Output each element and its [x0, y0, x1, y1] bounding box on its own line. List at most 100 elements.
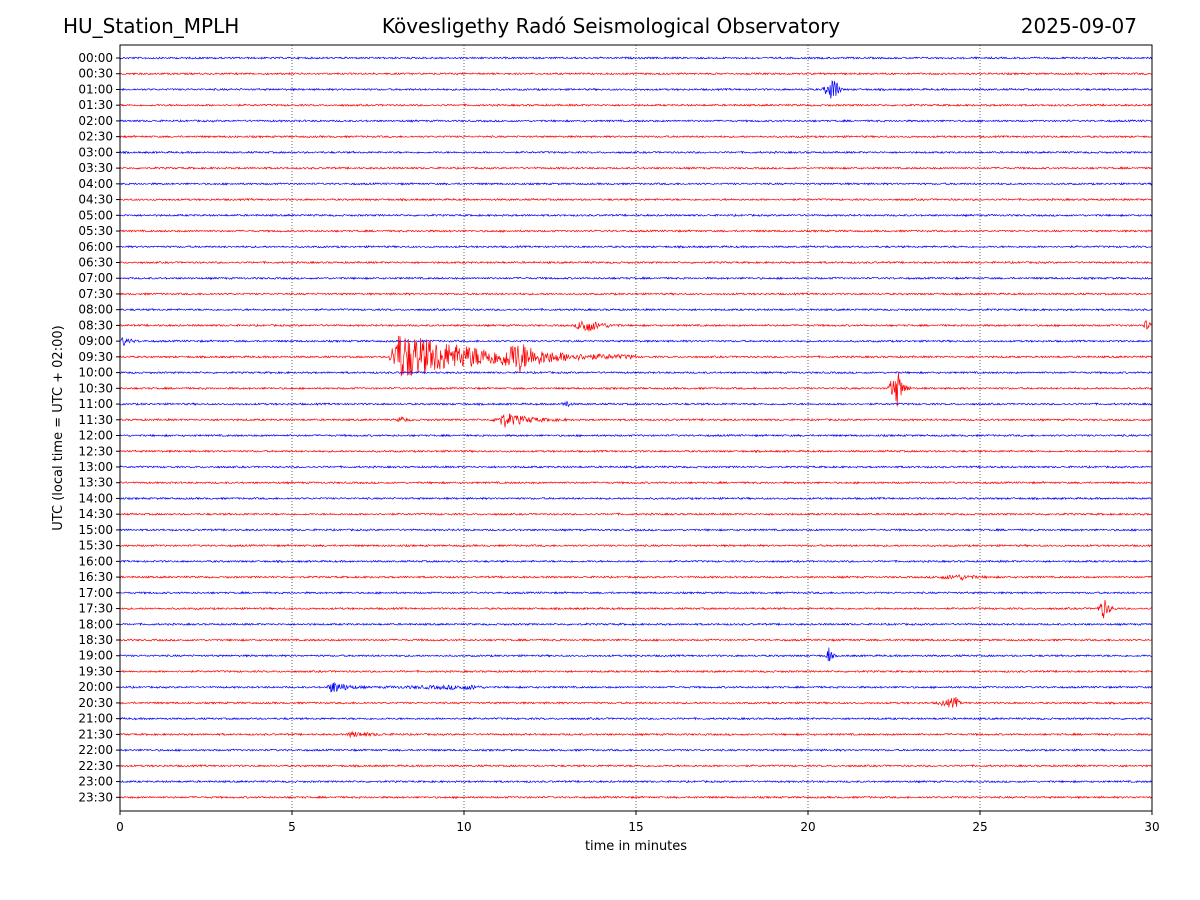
- trace-row-1130: [119, 413, 1153, 428]
- y-tick-label: 01:30: [78, 98, 113, 112]
- station-title: HU_Station_MPLH: [63, 14, 240, 38]
- y-tick-label: 13:00: [78, 460, 113, 474]
- y-tick-label: 23:00: [78, 775, 113, 789]
- y-tick-label: 18:30: [78, 633, 113, 647]
- y-tick-label: 19:00: [78, 649, 113, 663]
- trace-row-2200: [119, 748, 1153, 753]
- x-tick-label: 20: [800, 820, 815, 834]
- x-tick-label: 15: [628, 820, 643, 834]
- trace-row-2030: [119, 696, 1153, 708]
- y-tick-label: 15:30: [78, 539, 113, 553]
- trace-row-1000: [119, 370, 1153, 375]
- y-tick-label: 22:30: [78, 759, 113, 773]
- trace-row-1630: [119, 574, 1153, 581]
- trace-row-0630: [119, 260, 1153, 265]
- y-tick-label: 17:30: [78, 602, 113, 616]
- trace-row-0130: [119, 103, 1153, 108]
- y-tick-label: 06:00: [78, 240, 113, 254]
- y-tick-label: 07:30: [78, 287, 113, 301]
- trace-row-0030: [119, 71, 1153, 76]
- y-tick-label: 11:00: [78, 397, 113, 411]
- y-tick-label: 16:00: [78, 554, 113, 568]
- x-tick-label: 0: [116, 820, 124, 834]
- trace-row-2000: [119, 681, 1153, 693]
- x-tick-label: 10: [456, 820, 471, 834]
- y-tick-label: 09:00: [78, 334, 113, 348]
- trace-row-0530: [119, 229, 1153, 233]
- trace-row-2230: [119, 763, 1153, 768]
- trace-row-1230: [119, 449, 1153, 454]
- trace-row-0900: [119, 337, 1153, 347]
- x-tick-labels: 0 5 10 15 20 25 30: [116, 811, 1160, 834]
- y-tick-label: 12:00: [78, 429, 113, 443]
- trace-row-0200: [119, 118, 1153, 123]
- trace-row-2130: [119, 731, 1153, 739]
- y-tick-label: 12:30: [78, 444, 113, 458]
- y-tick-label: 00:00: [78, 51, 113, 65]
- trace-row-1730: [119, 599, 1153, 619]
- trace-row-0000: [119, 56, 1153, 60]
- y-tick-label: 18:00: [78, 617, 113, 631]
- y-tick-label: 05:00: [78, 208, 113, 222]
- y-tick-label: 14:00: [78, 491, 113, 505]
- trace-row-1600: [119, 559, 1153, 564]
- trace-row-1100: [119, 400, 1153, 408]
- y-tick-label: 21:00: [78, 712, 113, 726]
- y-axis-label: UTC (local time = UTC + 02:00): [51, 325, 66, 530]
- trace-row-1200: [119, 433, 1153, 438]
- trace-row-1930: [119, 669, 1153, 674]
- y-tick-label: 11:30: [78, 413, 113, 427]
- trace-row-0830: [119, 320, 1153, 332]
- trace-row-0600: [119, 244, 1153, 249]
- trace-row-0800: [119, 307, 1153, 312]
- trace-row-0430: [119, 197, 1153, 202]
- trace-row-1330: [119, 480, 1153, 485]
- y-tick-label: 03:30: [78, 161, 113, 175]
- y-tick-label: 00:30: [78, 67, 113, 81]
- y-tick-label: 14:30: [78, 507, 113, 521]
- y-tick-label: 21:30: [78, 727, 113, 741]
- trace-row-1700: [119, 590, 1153, 595]
- trace-row-0930: [119, 335, 1153, 377]
- trace-row-0300: [119, 150, 1153, 155]
- y-tick-label: 15:00: [78, 523, 113, 537]
- y-tick-label: 20:30: [78, 696, 113, 710]
- trace-row-1900: [119, 647, 1153, 662]
- y-tick-label: 13:30: [78, 476, 113, 490]
- x-tick-label: 30: [1144, 820, 1159, 834]
- trace-row-2100: [119, 716, 1153, 721]
- y-tick-label: 23:30: [78, 790, 113, 804]
- trace-row-0730: [119, 292, 1153, 296]
- plot-area: [120, 45, 1152, 811]
- y-tick-label: 06:30: [78, 255, 113, 269]
- y-tick-label: 17:00: [78, 586, 113, 600]
- y-tick-label: 10:00: [78, 366, 113, 380]
- trace-row-1430: [119, 512, 1153, 517]
- trace-row-2330: [119, 795, 1153, 800]
- y-tick-label: 19:30: [78, 664, 113, 678]
- y-tick-label: 04:00: [78, 177, 113, 191]
- y-tick-label: 10:30: [78, 381, 113, 395]
- x-tick-label: 5: [288, 820, 296, 834]
- y-tick-label: 04:30: [78, 193, 113, 207]
- trace-row-0230: [119, 134, 1153, 139]
- y-tick-label: 01:00: [78, 82, 113, 96]
- trace-row-1400: [119, 496, 1153, 501]
- x-axis-label: time in minutes: [585, 839, 687, 854]
- y-tick-label: 20:00: [78, 680, 113, 694]
- trace-row-0500: [119, 213, 1153, 218]
- y-tick-label: 09:30: [78, 350, 113, 364]
- x-tick-label: 25: [972, 820, 987, 834]
- trace-row-0400: [119, 181, 1153, 186]
- y-tick-label: 05:30: [78, 224, 113, 238]
- plot-frame: [119, 44, 1153, 812]
- y-tick-label: 03:00: [78, 145, 113, 159]
- y-tick-label: 02:00: [78, 114, 113, 128]
- trace-row-1530: [119, 543, 1153, 548]
- seismic-traces: [119, 56, 1153, 800]
- trace-row-1300: [119, 465, 1153, 469]
- trace-row-1830: [119, 638, 1153, 642]
- trace-row-2300: [119, 779, 1153, 784]
